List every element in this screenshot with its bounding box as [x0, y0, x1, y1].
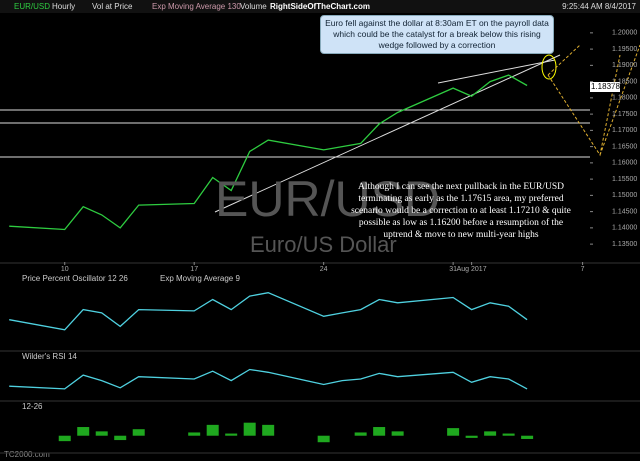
histogram-bar	[447, 428, 460, 436]
panel-title: Wilder's RSI 14	[22, 352, 77, 361]
histogram-bar	[243, 422, 256, 436]
top-bar	[0, 0, 640, 13]
panel-title: Price Percent Oscillator 12 26	[22, 274, 128, 283]
study: Vol at Price	[92, 2, 133, 11]
last-price: 1.18378	[591, 82, 620, 91]
y-tick-label: 1.15500	[612, 176, 637, 183]
brand: TC2000.com	[4, 450, 50, 459]
histogram-bar	[77, 427, 90, 436]
x-tick-label: 7	[581, 266, 585, 273]
study: Volume	[240, 2, 267, 11]
x-tick-label: 31	[449, 266, 457, 273]
y-tick-label: 1.16000	[612, 160, 637, 167]
y-tick-label: 1.20000	[612, 30, 637, 37]
study: Exp Moving Average 130	[152, 2, 241, 11]
histogram-bar	[132, 429, 145, 436]
y-tick-label: 1.19500	[612, 46, 637, 53]
site: RightSideOfTheChart.com	[270, 2, 370, 11]
interval: Hourly	[52, 2, 75, 11]
histogram-bar	[373, 427, 386, 436]
histogram-bar	[95, 431, 108, 436]
y-tick-label: 1.14000	[612, 225, 637, 232]
histogram-bar	[391, 431, 404, 436]
y-tick-label: 1.18500	[612, 78, 637, 85]
timestamp: 9:25:44 AM 8/4/2017	[562, 2, 636, 11]
series-line	[9, 74, 528, 231]
drawings	[0, 44, 640, 213]
x-tick-label: 24	[320, 266, 328, 273]
scenario-note: Although I can see the next pullback in …	[351, 182, 571, 240]
histogram-bar	[114, 435, 127, 441]
histogram-bar	[317, 435, 330, 443]
histogram-bar	[262, 424, 275, 436]
series-line	[9, 368, 528, 390]
y-tick-label: 1.19000	[612, 62, 637, 69]
last-price-box	[590, 82, 620, 92]
histogram-bar	[225, 433, 238, 436]
histogram-bar	[58, 435, 71, 442]
y-tick-label: 1.15000	[612, 192, 637, 199]
symbol: EUR/USD	[14, 2, 50, 11]
panel-title: 12-26	[22, 402, 43, 411]
histogram-bar	[188, 432, 201, 436]
y-tick-label: 1.17500	[612, 111, 637, 118]
y-tick-label: 1.14500	[612, 208, 637, 215]
x-tick-label: Aug 2017	[457, 266, 487, 273]
x-tick-label: 17	[190, 266, 198, 273]
histogram-bar	[484, 431, 497, 436]
watermark: EUR/USD	[215, 171, 441, 227]
x-tick-label: 10	[61, 266, 69, 273]
y-tick-label: 1.18000	[612, 95, 637, 102]
histogram-bar	[521, 435, 534, 439]
y-tick-label: 1.16500	[612, 143, 637, 150]
callout: Euro fell against the dollar at 8:30am E…	[320, 15, 554, 54]
y-tick-label: 1.17000	[612, 127, 637, 134]
histogram-bar	[502, 433, 515, 436]
histogram-bar	[354, 432, 367, 436]
panel-subtitle: Exp Moving Average 9	[160, 274, 240, 283]
y-tick-label: 1.13500	[612, 241, 637, 248]
series-line	[9, 292, 528, 331]
watermark-sub: Euro/US Dollar	[250, 232, 397, 257]
histogram-bar	[206, 424, 219, 436]
histogram-bar	[465, 435, 478, 438]
